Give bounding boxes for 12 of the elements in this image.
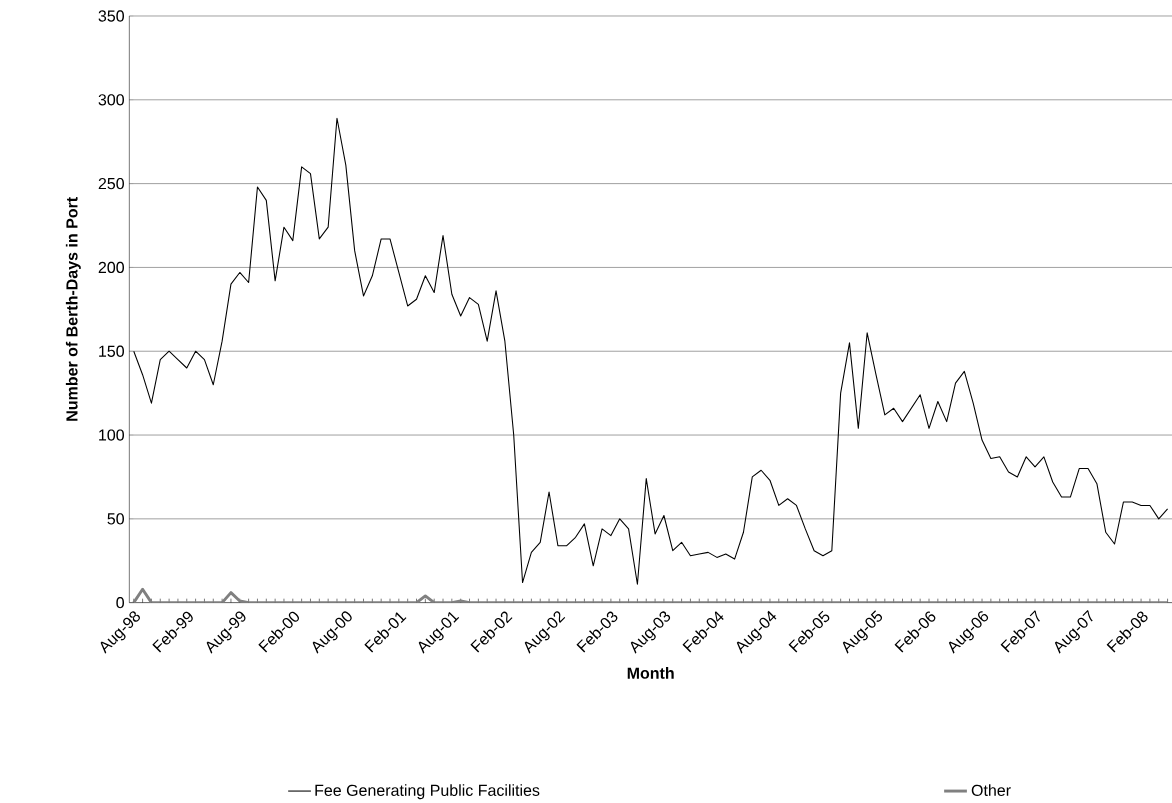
y-axis-title: Number of Berth-Days in Port xyxy=(65,197,81,421)
legend-label: Fee Generating Public Facilities xyxy=(315,784,540,800)
y-tick-label: 100 xyxy=(99,429,124,441)
y-tick-label: 250 xyxy=(98,178,124,190)
legend-label: Other xyxy=(971,784,1011,797)
y-tick-label: 0 xyxy=(116,597,125,609)
y-tick-label: 150 xyxy=(99,345,124,358)
x-axis-title: Month xyxy=(627,667,674,679)
y-tick-label: 200 xyxy=(98,261,124,274)
y-tick-label: 50 xyxy=(107,513,124,525)
y-tick-label: 350 xyxy=(98,10,124,22)
y-tick-label: 300 xyxy=(98,94,124,106)
